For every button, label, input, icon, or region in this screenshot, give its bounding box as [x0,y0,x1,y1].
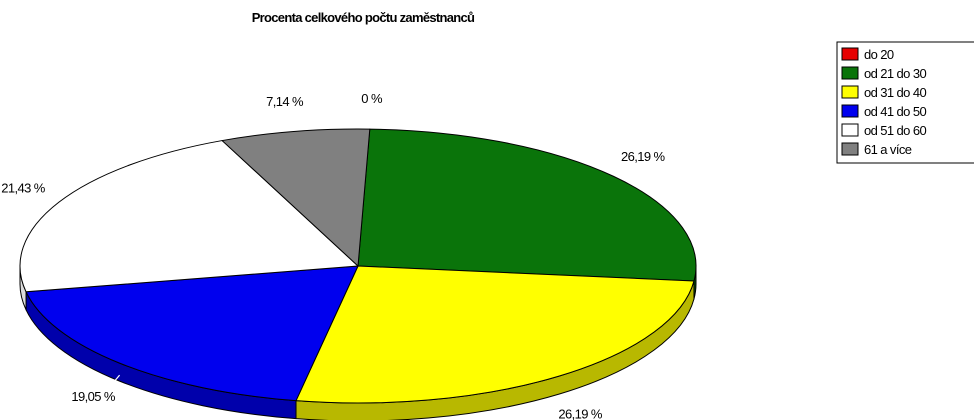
legend-swatch-3 [841,104,859,118]
pie-slice-4 [19,140,359,293]
legend-label-0: do 20 [864,47,894,62]
legend-label-3: od 41 do 50 [864,104,926,119]
legend-label-5: 61 a více [864,142,912,157]
pie-slice-1 [357,128,697,282]
legend-swatch-1 [841,66,859,80]
legend: do 20 od 21 do 30 od 31 do 40 od 41 do 50 od… [836,41,974,164]
legend-swatch-5 [841,142,859,156]
legend-swatch-0 [841,47,859,61]
slice-label-1: 26,19 % [621,149,666,164]
slice-label-2: 26,19 % [558,407,603,420]
slice-label-3: 19,05 % [71,389,116,404]
legend-swatch-2 [841,85,859,99]
pie-slice-2 [295,265,695,404]
pie-slices [19,128,697,404]
leader-line-3 [109,374,121,388]
legend-box [836,41,974,164]
slice-label-5: 7,14 % [266,94,304,109]
slice-label-0: 0 % [361,91,383,106]
legend-label-2: od 31 do 40 [864,85,926,100]
slice-label-4: 21,43 % [1,180,46,195]
label-leaders [109,374,121,388]
pie-slice-5 [221,128,371,267]
slice-labels: 0 % 26,19 % 26,19 % 19,05 % 21,43 % 7,14 % [1,91,666,420]
legend-label-4: od 51 do 60 [864,123,926,138]
pie-slice-3 [25,265,359,402]
chart-title: Procenta celkového počtu zaměstnanců [252,10,475,25]
legend-label-1: od 21 do 30 [864,66,926,81]
legend-swatch-4 [841,123,859,137]
